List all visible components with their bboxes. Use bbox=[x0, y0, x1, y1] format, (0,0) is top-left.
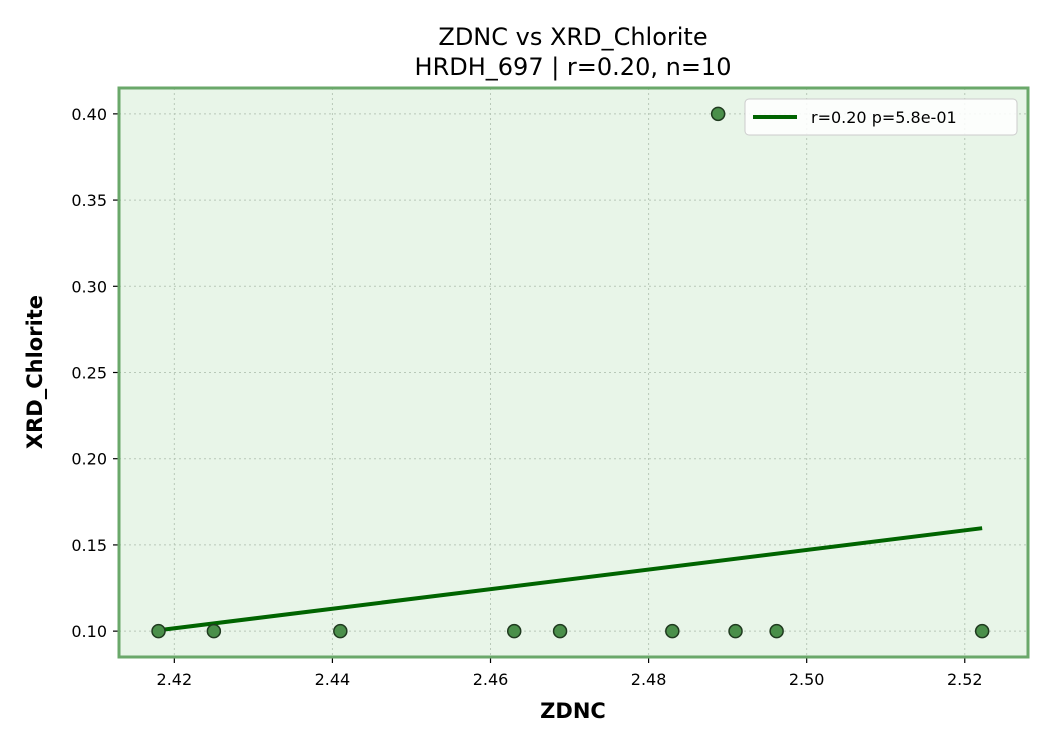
x-tick-label: 2.42 bbox=[157, 670, 193, 689]
plot-area-frame bbox=[117, 86, 1030, 659]
x-tick-label: 2.46 bbox=[473, 670, 509, 689]
chart-subtitle: HRDH_697 | r=0.20, n=10 bbox=[415, 53, 732, 81]
data-point bbox=[710, 106, 726, 122]
x-tick-label: 2.44 bbox=[315, 670, 351, 689]
grid-lines bbox=[119, 88, 1028, 657]
x-tick-label: 2.50 bbox=[789, 670, 825, 689]
y-tick-label: 0.20 bbox=[71, 450, 107, 469]
data-points bbox=[151, 106, 990, 639]
regression-fit-line bbox=[158, 526, 983, 633]
legend-label: r=0.20 p=5.8e-01 bbox=[811, 108, 957, 127]
legend: r=0.20 p=5.8e-01 bbox=[744, 98, 1018, 136]
chart-title: ZDNC vs XRD_Chlorite bbox=[438, 23, 707, 51]
data-point bbox=[728, 623, 743, 639]
data-point bbox=[333, 623, 348, 639]
y-tick-label: 0.10 bbox=[71, 622, 107, 641]
y-tick-label: 0.40 bbox=[71, 105, 107, 124]
x-tick-label: 2.52 bbox=[947, 670, 983, 689]
data-point bbox=[665, 623, 680, 639]
data-point bbox=[206, 623, 222, 639]
y-tick-label: 0.30 bbox=[71, 277, 107, 296]
y-tick-label: 0.25 bbox=[71, 364, 107, 383]
x-axis-label: ZDNC bbox=[540, 699, 606, 723]
legend-box bbox=[744, 98, 1018, 136]
y-tick-label: 0.15 bbox=[71, 536, 107, 555]
data-point bbox=[506, 623, 522, 639]
data-point bbox=[974, 623, 990, 639]
axis-ticks: 2.42 2.44 2.46 2.48 2.50 2.52 0.10 0.15 0.20 0.25… bbox=[71, 105, 982, 689]
y-tick-label: 0.35 bbox=[71, 191, 107, 210]
data-point bbox=[151, 623, 166, 639]
y-axis-label: XRD_Chlorite bbox=[23, 295, 47, 449]
data-point bbox=[769, 623, 784, 639]
x-tick-label: 2.48 bbox=[631, 670, 667, 689]
data-point bbox=[552, 623, 568, 639]
